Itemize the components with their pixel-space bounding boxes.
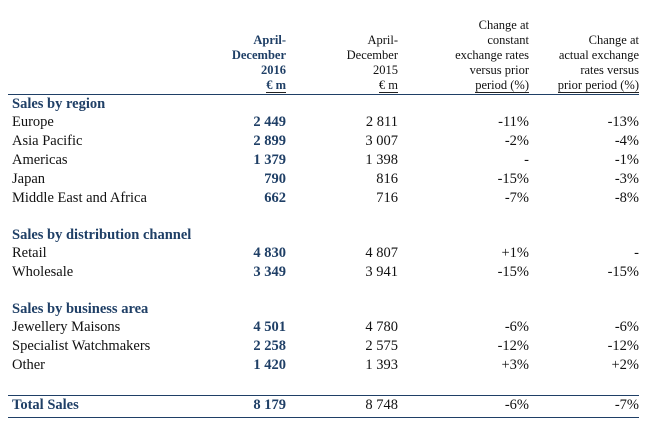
header-change-actual-rates: Change at actual exchange rates versus p… bbox=[557, 33, 639, 93]
section-title-channel: Sales by distribution channel bbox=[12, 227, 192, 243]
header-change-constant-rates: Change at constant exchange rates versus… bbox=[455, 18, 529, 93]
header-divider bbox=[8, 94, 639, 95]
table-row: Specialist Watchmakers 2 258 2 575 -12% … bbox=[12, 338, 639, 354]
header-april-december-2016: April- December 2016 € m bbox=[231, 33, 286, 93]
table-row: Retail 4 830 4 807 +1% - bbox=[12, 245, 639, 261]
table-row: Wholesale 3 349 3 941 -15% -15% bbox=[12, 264, 639, 280]
total-divider bbox=[8, 395, 639, 396]
table-row: Middle East and Africa 662 716 -7% -8% bbox=[12, 190, 639, 206]
table-row: Japan 790 816 -15% -3% bbox=[12, 171, 639, 187]
table-row: Asia Pacific 2 899 3 007 -2% -4% bbox=[12, 133, 639, 149]
header-april-december-2015: April- December 2015 € m bbox=[346, 33, 398, 93]
table-row: Americas 1 379 1 398 - -1% bbox=[12, 152, 639, 168]
section-title-business: Sales by business area bbox=[12, 301, 149, 317]
table-row: Europe 2 449 2 811 -11% -13% bbox=[12, 114, 639, 130]
section-title-region: Sales by region bbox=[12, 96, 106, 112]
bottom-divider bbox=[8, 417, 639, 418]
table-row: Other 1 420 1 393 +3% +2% bbox=[12, 357, 639, 373]
total-row: Total Sales 8 179 8 748 -6% -7% bbox=[12, 397, 639, 413]
table-row: Jewellery Maisons 4 501 4 780 -6% -6% bbox=[12, 319, 639, 335]
